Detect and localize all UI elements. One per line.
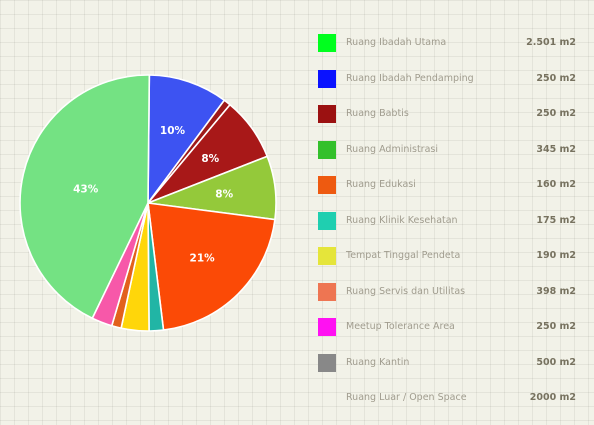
legend-value: 190 m2 [536, 250, 576, 261]
slice-percent-label: 43% [73, 183, 99, 195]
legend-swatch [318, 34, 336, 52]
legend-value: 250 m2 [536, 108, 576, 119]
legend-swatch [318, 105, 336, 123]
legend-label: Ruang Edukasi [346, 179, 416, 190]
legend-value: 2.501 m2 [526, 37, 576, 48]
legend-swatch [318, 176, 336, 194]
legend-item: Ruang Babtis 250 m2 [318, 105, 580, 141]
pie-slice [19, 74, 151, 320]
legend-swatch [318, 140, 336, 159]
pie-slice [147, 202, 276, 331]
legend-item: Ruang Administrasi 345 m2 [318, 140, 580, 177]
legend-label: Ruang Babtis [346, 108, 409, 119]
legend-value: 175 m2 [536, 214, 576, 226]
legend-value: 398 m2 [536, 285, 576, 297]
legend-item: Ruang Ibadah Pendamping 250 m2 [318, 69, 580, 106]
legend-item: Ruang Klinik Kesehatan 175 m2 [318, 211, 580, 248]
legend-label: Ruang Luar / Open Space [346, 392, 467, 403]
legend-value: 345 m2 [536, 143, 576, 155]
legend-value: 2000 m2 [529, 392, 576, 403]
slice-percent-label: 21% [190, 253, 216, 265]
slice-percent-label: 10% [160, 125, 186, 137]
legend-label: Ruang Servis dan Utilitas [346, 285, 466, 297]
legend-label: Ruang Administrasi [346, 143, 438, 155]
pie-slice [147, 74, 226, 204]
legend-item: Ruang Edukasi 160 m2 [318, 176, 580, 212]
legend-label: Tempat Tinggal Pendeta [346, 250, 461, 261]
legend-value: 250 m2 [536, 72, 576, 84]
legend-swatch [318, 69, 336, 88]
legend-label: Ruang Ibadah Pendamping [346, 72, 474, 84]
chart-legend: Ruang Ibadah Utama 2.501 m2 Ruang Ibadah P… [318, 34, 580, 425]
legend-label: Meetup Tolerance Area [346, 321, 455, 332]
legend-swatch [318, 211, 336, 230]
slice-percent-label: 8% [201, 153, 219, 165]
legend-label: Ruang Klinik Kesehatan [346, 214, 458, 226]
legend-label: Ruang Ibadah Utama [346, 37, 447, 48]
legend-value: 250 m2 [536, 321, 576, 332]
legend-value: 160 m2 [536, 179, 576, 190]
legend-swatch [318, 318, 336, 336]
legend-item: Tempat Tinggal Pendeta 190 m2 [318, 247, 580, 283]
slice-percent-label: 8% [215, 189, 233, 201]
legend-item: Ruang Kantin 500 m2 [318, 353, 580, 390]
legend-value: 500 m2 [536, 356, 576, 368]
legend-swatch [318, 282, 336, 301]
legend-item: Ruang Servis dan Utilitas 398 m2 [318, 282, 580, 319]
legend-swatch [318, 247, 336, 265]
legend-item: Ruang Luar / Open Space 2000 m2 [318, 389, 580, 425]
legend-item: Meetup Tolerance Area 250 m2 [318, 318, 580, 354]
legend-label: Ruang Kantin [346, 356, 410, 368]
legend-swatch [318, 353, 336, 372]
legend-item: Ruang Ibadah Utama 2.501 m2 [318, 34, 580, 70]
pie-chart: 10% 8% 8% 21% 43% [19, 74, 277, 332]
